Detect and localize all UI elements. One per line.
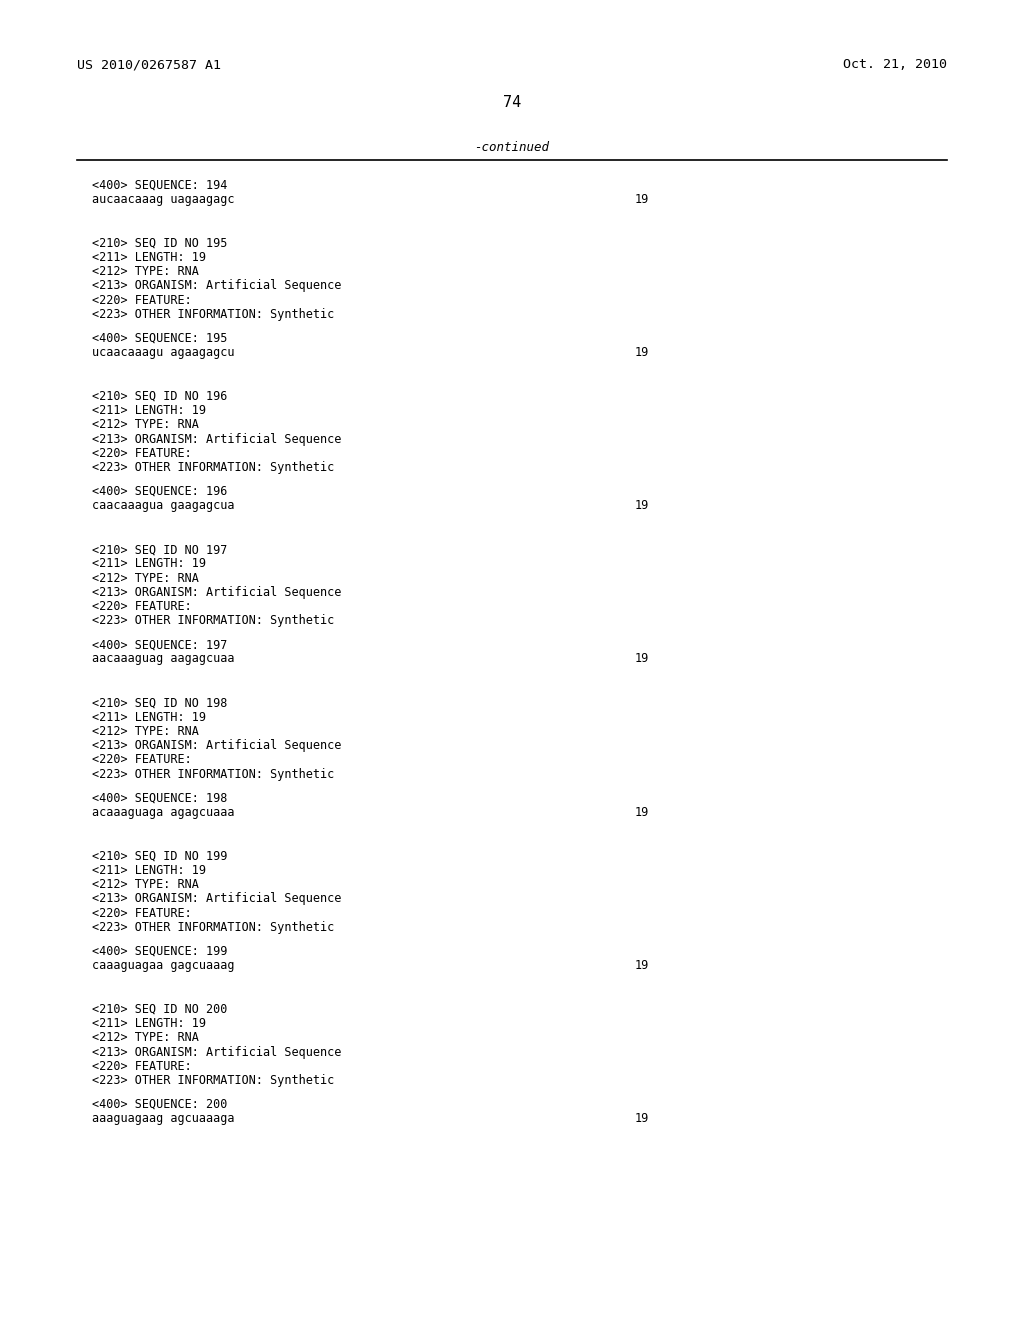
Text: acaaaguaga agagcuaaa: acaaaguaga agagcuaaa (92, 805, 234, 818)
Text: <211> LENGTH: 19: <211> LENGTH: 19 (92, 710, 206, 723)
Text: <213> ORGANISM: Artificial Sequence: <213> ORGANISM: Artificial Sequence (92, 280, 342, 293)
Text: <213> ORGANISM: Artificial Sequence: <213> ORGANISM: Artificial Sequence (92, 433, 342, 446)
Text: Oct. 21, 2010: Oct. 21, 2010 (843, 58, 947, 71)
Text: <211> LENGTH: 19: <211> LENGTH: 19 (92, 251, 206, 264)
Text: <220> FEATURE:: <220> FEATURE: (92, 754, 191, 767)
Text: <220> FEATURE:: <220> FEATURE: (92, 1060, 191, 1073)
Text: <210> SEQ ID NO 196: <210> SEQ ID NO 196 (92, 389, 227, 403)
Text: <223> OTHER INFORMATION: Synthetic: <223> OTHER INFORMATION: Synthetic (92, 921, 335, 933)
Text: -continued: -continued (474, 141, 550, 154)
Text: <211> LENGTH: 19: <211> LENGTH: 19 (92, 404, 206, 417)
Text: 19: 19 (635, 652, 649, 665)
Text: 19: 19 (635, 805, 649, 818)
Text: <210> SEQ ID NO 195: <210> SEQ ID NO 195 (92, 236, 227, 249)
Text: <220> FEATURE:: <220> FEATURE: (92, 601, 191, 612)
Text: <212> TYPE: RNA: <212> TYPE: RNA (92, 572, 199, 585)
Text: <400> SEQUENCE: 200: <400> SEQUENCE: 200 (92, 1098, 227, 1111)
Text: <400> SEQUENCE: 194: <400> SEQUENCE: 194 (92, 178, 227, 191)
Text: 19: 19 (635, 346, 649, 359)
Text: US 2010/0267587 A1: US 2010/0267587 A1 (77, 58, 221, 71)
Text: <213> ORGANISM: Artificial Sequence: <213> ORGANISM: Artificial Sequence (92, 1045, 342, 1059)
Text: caacaaagua gaagagcua: caacaaagua gaagagcua (92, 499, 234, 512)
Text: <212> TYPE: RNA: <212> TYPE: RNA (92, 1031, 199, 1044)
Text: <220> FEATURE:: <220> FEATURE: (92, 907, 191, 920)
Text: <213> ORGANISM: Artificial Sequence: <213> ORGANISM: Artificial Sequence (92, 739, 342, 752)
Text: <212> TYPE: RNA: <212> TYPE: RNA (92, 725, 199, 738)
Text: 19: 19 (635, 1113, 649, 1125)
Text: <211> LENGTH: 19: <211> LENGTH: 19 (92, 1016, 206, 1030)
Text: <211> LENGTH: 19: <211> LENGTH: 19 (92, 557, 206, 570)
Text: <212> TYPE: RNA: <212> TYPE: RNA (92, 265, 199, 279)
Text: <210> SEQ ID NO 199: <210> SEQ ID NO 199 (92, 850, 227, 862)
Text: <212> TYPE: RNA: <212> TYPE: RNA (92, 878, 199, 891)
Text: aucaacaaag uagaagagc: aucaacaaag uagaagagc (92, 193, 234, 206)
Text: caaaguagaa gagcuaaag: caaaguagaa gagcuaaag (92, 958, 234, 972)
Text: <210> SEQ ID NO 198: <210> SEQ ID NO 198 (92, 697, 227, 709)
Text: 19: 19 (635, 499, 649, 512)
Text: <210> SEQ ID NO 197: <210> SEQ ID NO 197 (92, 543, 227, 556)
Text: <220> FEATURE:: <220> FEATURE: (92, 447, 191, 459)
Text: <211> LENGTH: 19: <211> LENGTH: 19 (92, 863, 206, 876)
Text: ucaacaaagu agaagagcu: ucaacaaagu agaagagcu (92, 346, 234, 359)
Text: <213> ORGANISM: Artificial Sequence: <213> ORGANISM: Artificial Sequence (92, 892, 342, 906)
Text: 74: 74 (503, 95, 521, 110)
Text: <400> SEQUENCE: 197: <400> SEQUENCE: 197 (92, 638, 227, 651)
Text: <400> SEQUENCE: 195: <400> SEQUENCE: 195 (92, 331, 227, 345)
Text: <400> SEQUENCE: 198: <400> SEQUENCE: 198 (92, 792, 227, 804)
Text: <210> SEQ ID NO 200: <210> SEQ ID NO 200 (92, 1003, 227, 1016)
Text: <223> OTHER INFORMATION: Synthetic: <223> OTHER INFORMATION: Synthetic (92, 768, 335, 780)
Text: <400> SEQUENCE: 199: <400> SEQUENCE: 199 (92, 945, 227, 957)
Text: <223> OTHER INFORMATION: Synthetic: <223> OTHER INFORMATION: Synthetic (92, 461, 335, 474)
Text: <223> OTHER INFORMATION: Synthetic: <223> OTHER INFORMATION: Synthetic (92, 1074, 335, 1088)
Text: aaaguagaag agcuaaaga: aaaguagaag agcuaaaga (92, 1113, 234, 1125)
Text: <213> ORGANISM: Artificial Sequence: <213> ORGANISM: Artificial Sequence (92, 586, 342, 599)
Text: <223> OTHER INFORMATION: Synthetic: <223> OTHER INFORMATION: Synthetic (92, 308, 335, 321)
Text: <223> OTHER INFORMATION: Synthetic: <223> OTHER INFORMATION: Synthetic (92, 614, 335, 627)
Text: 19: 19 (635, 958, 649, 972)
Text: 19: 19 (635, 193, 649, 206)
Text: aacaaaguag aagagcuaa: aacaaaguag aagagcuaa (92, 652, 234, 665)
Text: <212> TYPE: RNA: <212> TYPE: RNA (92, 418, 199, 432)
Text: <220> FEATURE:: <220> FEATURE: (92, 293, 191, 306)
Text: <400> SEQUENCE: 196: <400> SEQUENCE: 196 (92, 484, 227, 498)
